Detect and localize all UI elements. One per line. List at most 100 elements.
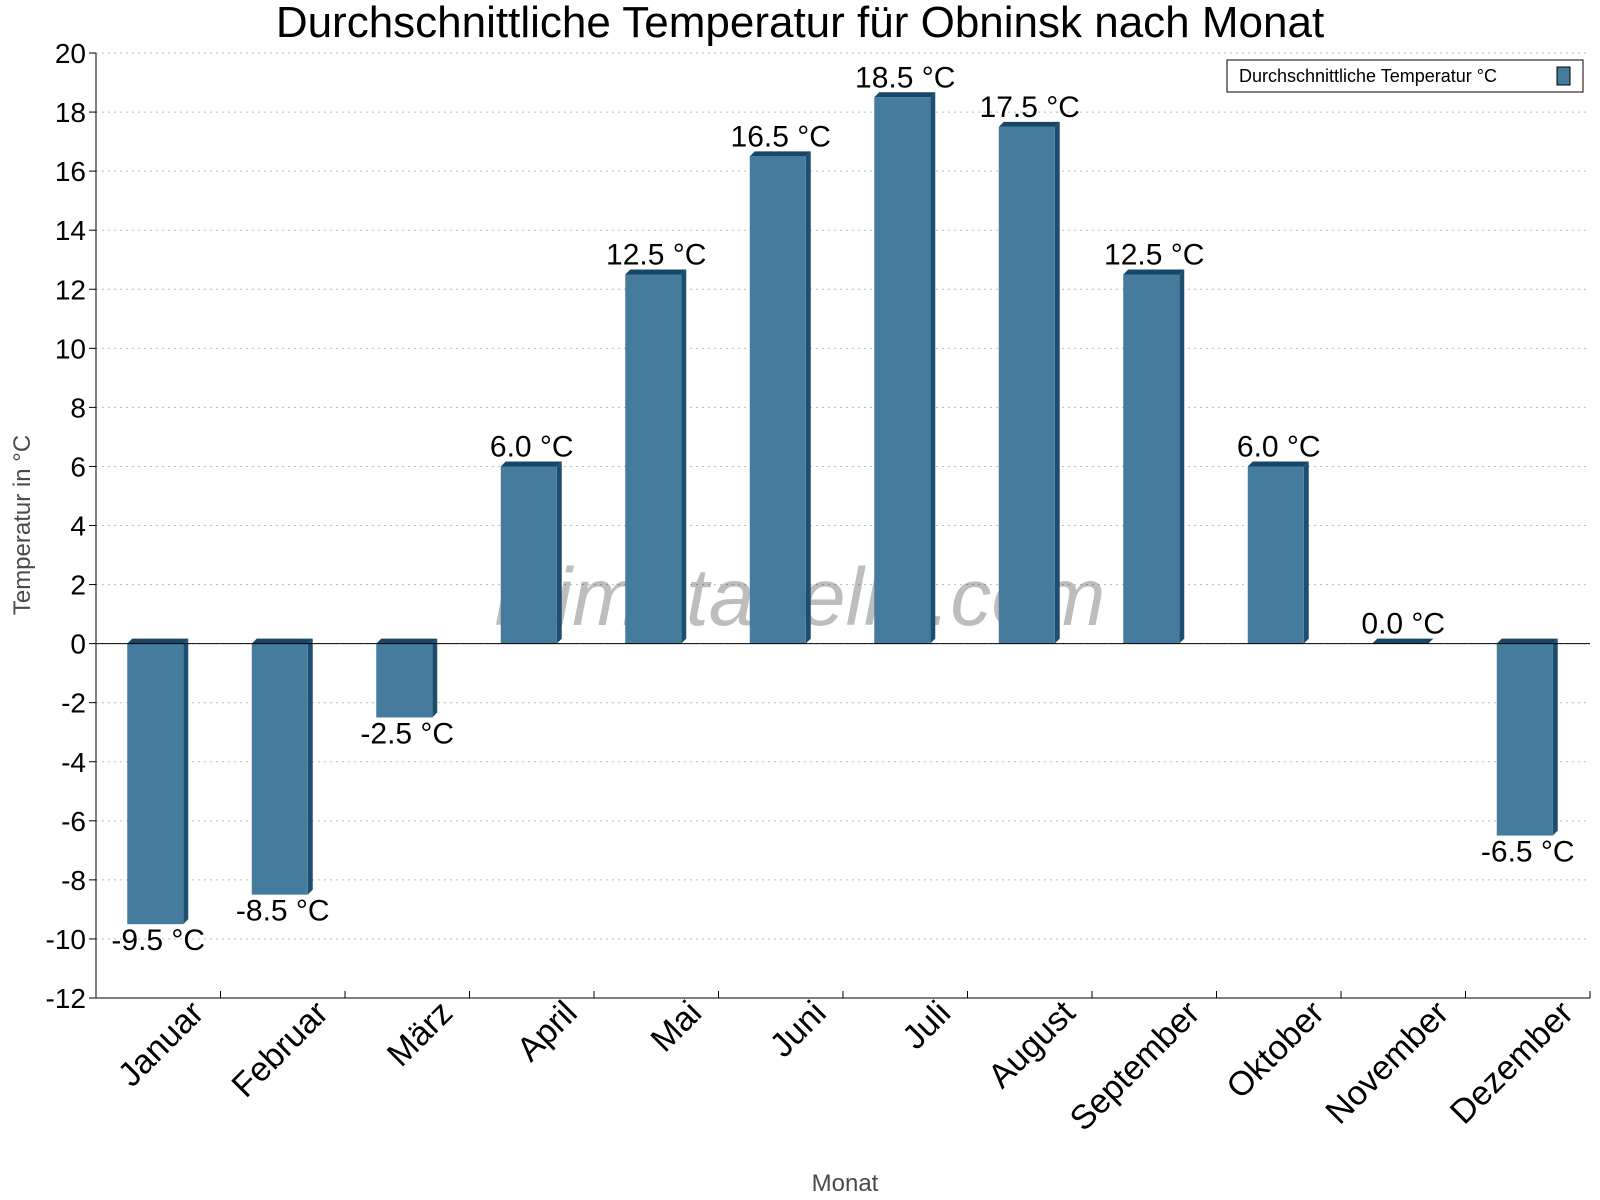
data-label: -6.5 °C — [1481, 836, 1575, 869]
bar-top — [874, 92, 936, 98]
bar — [127, 638, 189, 925]
data-label: 16.5 °C — [731, 120, 831, 153]
bar — [1496, 638, 1558, 836]
data-label: -9.5 °C — [111, 924, 205, 957]
bar — [500, 461, 562, 644]
chart-title: Durchschnittliche Temperatur für Obninsk… — [276, 0, 1324, 47]
bar-face — [251, 643, 308, 895]
bar-top — [1247, 461, 1309, 467]
y-tick-label: -6 — [61, 806, 86, 837]
bar-side — [556, 461, 562, 644]
bar-top — [1372, 638, 1434, 644]
x-tick-label: Juli — [895, 994, 958, 1057]
x-axis-title: Monat — [812, 1170, 879, 1197]
legend-box — [1226, 59, 1584, 93]
y-tick-label: 14 — [55, 215, 86, 246]
bar — [749, 151, 811, 644]
y-tick-label: 10 — [55, 333, 86, 364]
x-tick-label: April — [510, 994, 585, 1069]
bar — [1123, 269, 1185, 644]
x-tick-label: Juni — [763, 994, 834, 1065]
data-label: 12.5 °C — [1104, 238, 1204, 271]
y-axis-title: Temperatur in °C — [9, 435, 36, 615]
legend-swatch — [1556, 66, 1571, 86]
x-axis: Januar Februar März April Mai Juni Juli AugustS… — [96, 643, 1591, 1138]
bar-top — [1496, 638, 1558, 644]
y-tick-label: 8 — [70, 392, 86, 423]
data-label: 0.0 °C — [1361, 608, 1445, 641]
bar-face — [874, 97, 931, 644]
bar-face — [625, 274, 682, 644]
bar — [874, 92, 936, 644]
data-label: 6.0 °C — [1237, 430, 1321, 463]
bar-side — [805, 151, 811, 644]
bar-face — [127, 643, 184, 925]
data-label: 6.0 °C — [490, 430, 574, 463]
y-tick-label: -10 — [46, 924, 86, 955]
bar-top — [127, 638, 189, 644]
x-tick-label: Januar — [111, 994, 211, 1094]
bar-top — [376, 638, 438, 644]
y-tick-label: -8 — [61, 865, 86, 896]
bar-side — [432, 638, 438, 718]
data-label: 18.5 °C — [855, 61, 955, 94]
bars — [127, 92, 1558, 925]
y-tick-label: -4 — [61, 747, 86, 778]
bar-top — [500, 461, 562, 467]
bar — [625, 269, 687, 644]
bar-top — [1123, 269, 1185, 275]
data-label: 17.5 °C — [980, 91, 1080, 124]
bar-side — [183, 638, 189, 925]
x-tick-label: Oktober — [1219, 994, 1331, 1106]
bar-top — [251, 638, 313, 644]
y-tick-label: 18 — [55, 97, 86, 128]
bar-face — [1496, 643, 1553, 836]
x-tick-label: Februar — [225, 994, 336, 1105]
bar — [1372, 638, 1434, 644]
bar-face — [500, 466, 557, 644]
bar — [251, 638, 313, 895]
bar-face — [749, 156, 806, 644]
legend: Durchschnittliche Temperatur °C — [1226, 59, 1584, 93]
data-label: 12.5 °C — [606, 238, 706, 271]
y-tick-label: -2 — [61, 688, 86, 719]
bar-side — [1303, 461, 1309, 644]
x-tick-label: August — [981, 993, 1083, 1095]
bar-top — [998, 121, 1060, 127]
bar-face — [376, 643, 433, 718]
x-tick-label: Dezember — [1443, 994, 1581, 1132]
bar-side — [681, 269, 687, 644]
bar-side — [930, 92, 936, 644]
bar-side — [1552, 638, 1558, 836]
data-label: -2.5 °C — [360, 717, 454, 750]
bar-face — [1123, 274, 1180, 644]
bar-side — [1054, 121, 1060, 644]
y-tick-label: 12 — [55, 274, 86, 305]
y-tick-label: -12 — [46, 983, 86, 1014]
y-axis: -12 -10 -8 -6 -4 -2 0 2 4 6 8 10 12 14 16 18 20 — [46, 38, 97, 1014]
y-tick-label: 0 — [70, 629, 86, 660]
bar-face — [1247, 466, 1304, 644]
bar-top — [625, 269, 687, 275]
bar-face — [998, 126, 1055, 644]
bar-top — [749, 151, 811, 157]
y-tick-label: 6 — [70, 451, 86, 482]
data-labels: -9.5 °C -8.5 °C -2.5 °C 6.0 °C 12.5 °C 16.5 °… — [111, 61, 1574, 957]
bar-side — [307, 638, 313, 895]
x-tick-label: September — [1063, 994, 1207, 1138]
data-label: -8.5 °C — [236, 895, 330, 928]
x-tick-label: Mai — [644, 994, 710, 1060]
bar — [1247, 461, 1309, 644]
y-tick-label: 4 — [70, 511, 86, 542]
bar-side — [1179, 269, 1185, 644]
gridlines — [96, 52, 1590, 999]
bar — [376, 638, 438, 718]
bar — [998, 121, 1060, 644]
y-tick-label: 16 — [55, 156, 86, 187]
legend-label: Durchschnittliche Temperatur °C — [1239, 66, 1497, 86]
y-tick-label: 20 — [55, 38, 86, 69]
x-tick-label: März — [380, 994, 460, 1074]
x-tick-label: November — [1318, 994, 1456, 1132]
y-tick-label: 2 — [70, 570, 86, 601]
